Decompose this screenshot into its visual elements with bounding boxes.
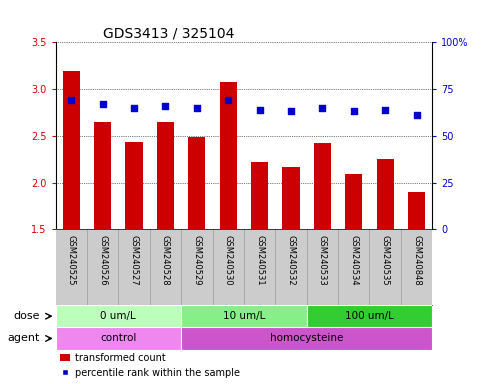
Bar [56,327,181,349]
Bar [63,71,80,229]
Text: GSM240534: GSM240534 [349,235,358,286]
Bar [126,142,142,229]
Text: GSM240527: GSM240527 [129,235,139,286]
Bar [220,81,237,229]
Bar [307,305,432,327]
Point [161,103,170,109]
Point [193,105,201,111]
Point [287,108,295,114]
Bar [181,305,307,327]
Text: GSM240525: GSM240525 [67,235,76,286]
Text: GSM240526: GSM240526 [98,235,107,286]
Bar [377,159,394,229]
Text: GSM240528: GSM240528 [161,235,170,286]
Text: GSM240531: GSM240531 [255,235,264,286]
Bar [181,327,432,349]
Text: 100 um/L: 100 um/L [345,311,394,321]
Text: GDS3413 / 325104: GDS3413 / 325104 [103,27,235,41]
Point [382,106,389,113]
Point [256,106,264,113]
Text: GSM240532: GSM240532 [286,235,296,286]
Text: 0 um/L: 0 um/L [100,311,136,321]
Bar [283,167,299,229]
Text: homocysteine: homocysteine [270,333,343,343]
Point [319,105,327,111]
Text: GSM240535: GSM240535 [381,235,390,286]
Text: GSM240530: GSM240530 [224,235,233,286]
Text: dose: dose [14,311,40,321]
Point [412,112,420,118]
Bar [314,143,331,229]
Bar [188,137,205,229]
Point [99,101,107,107]
Bar [251,162,268,229]
Text: 10 um/L: 10 um/L [223,311,265,321]
Text: control: control [100,333,137,343]
Bar [157,122,174,229]
Legend: transformed count, percentile rank within the sample: transformed count, percentile rank withi… [60,353,240,378]
Point [68,97,75,103]
Point [224,97,232,103]
Text: GSM240529: GSM240529 [192,235,201,286]
Point [350,108,357,114]
Bar [345,174,362,229]
Text: GSM240533: GSM240533 [318,235,327,286]
Bar [408,192,425,229]
Text: GSM240848: GSM240848 [412,235,421,286]
Bar [94,122,111,229]
Bar [56,305,181,327]
Point [130,105,138,111]
Text: agent: agent [7,333,40,343]
